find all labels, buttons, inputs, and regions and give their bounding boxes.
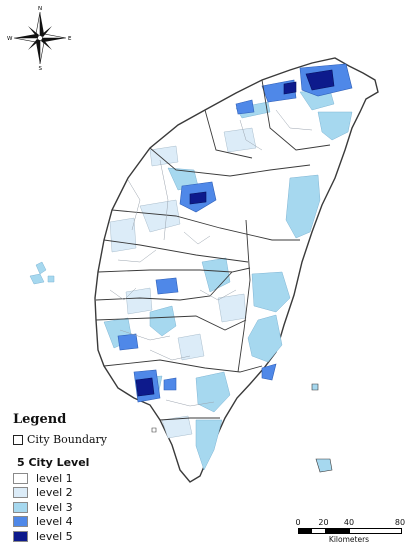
district-line (275, 109, 313, 131)
district-level3 (201, 257, 231, 293)
district-level5 (283, 81, 297, 95)
district-level4 (155, 277, 179, 295)
city-boundary (261, 79, 331, 151)
district-level2 (139, 199, 181, 233)
legend-level-row: level 4 (13, 515, 163, 530)
district-level4 (163, 377, 177, 391)
district-level4 (117, 333, 139, 351)
city-boundary (204, 109, 253, 159)
city-boundary (95, 267, 251, 301)
city-boundary (95, 315, 247, 331)
boundary-label: City Boundary (27, 433, 108, 446)
legend: Legend City Boundary 5 City Level level … (13, 412, 163, 544)
district-line (199, 289, 237, 301)
compass-north-label: N (38, 6, 42, 12)
district-level4 (235, 99, 255, 115)
district-level4 (261, 363, 277, 381)
city-boundary (97, 269, 233, 273)
legend-level-list: level 1 level 2 level 3 level 4 level 5 (13, 471, 163, 544)
legend-boundary-row: City Boundary (13, 433, 163, 446)
city-boundary (237, 219, 251, 373)
level-swatch (13, 487, 28, 499)
district-level2 (109, 217, 137, 253)
level-label: level 1 (36, 471, 73, 485)
district-line (127, 179, 141, 231)
scale-tick-label: 40 (343, 518, 355, 527)
district-level2 (161, 415, 193, 439)
city-boundary (103, 239, 249, 263)
legend-section-title: 5 City Level (17, 456, 90, 469)
district-level2 (149, 145, 179, 167)
city-boundary (159, 417, 220, 421)
small-island (151, 427, 157, 433)
district-line (117, 249, 157, 263)
level-label: level 2 (36, 486, 73, 500)
green-island (311, 383, 319, 391)
legend-level-row: level 3 (13, 500, 163, 515)
district-level3 (247, 314, 283, 363)
city-boundary (111, 209, 300, 241)
scale-ticks: 0 20 40 80 (295, 518, 406, 528)
district-level3 (149, 305, 177, 337)
penghu-islands (29, 273, 45, 285)
scale-bar-graphic (298, 528, 402, 534)
scale-tick-label: 0 (295, 518, 301, 527)
compass-east-label: E (68, 36, 72, 42)
district-line (165, 399, 215, 407)
orchid-island (315, 458, 333, 473)
compass-rose-icon: N S E W (7, 6, 72, 72)
district-line (149, 349, 191, 361)
district-line (183, 231, 211, 245)
district-line (109, 287, 137, 301)
compass-south-label: S (39, 66, 43, 72)
scale-tick-label: 80 (394, 518, 406, 527)
district-level5 (135, 377, 155, 397)
boundary-swatch (13, 434, 23, 445)
district-line (239, 119, 263, 151)
city-boundary (149, 147, 311, 177)
district-level5 (189, 191, 207, 205)
legend-title: Legend (13, 412, 67, 427)
district-level5 (305, 69, 335, 91)
legend-level-row: level 2 (13, 486, 163, 501)
penghu-islands (47, 275, 55, 283)
level-swatch (13, 501, 28, 513)
legend-level-row: level 5 (13, 529, 163, 544)
district-line (159, 159, 169, 241)
city-boundary (103, 359, 263, 373)
district-level3 (195, 419, 223, 471)
compass-west-label: W (7, 36, 13, 42)
district-level2 (177, 333, 205, 361)
scale-tick-label: 20 (318, 518, 329, 527)
level-swatch (13, 472, 28, 484)
level-label: level 5 (36, 529, 73, 543)
district-level3 (195, 371, 231, 413)
level-label: level 3 (36, 500, 73, 514)
district-level2 (125, 287, 153, 315)
scale-bar: 0 20 40 80 Kilometers (295, 518, 406, 548)
district-level3 (317, 111, 353, 141)
district-level2 (217, 293, 247, 323)
district-line (119, 329, 171, 341)
legend-level-row: level 1 (13, 471, 163, 486)
penghu-islands (35, 261, 47, 275)
scale-unit: Kilometers (328, 535, 370, 544)
district-level2 (223, 127, 257, 153)
level-label: level 4 (36, 515, 73, 529)
district-level3 (251, 271, 291, 313)
level-swatch (13, 530, 28, 542)
district-level3 (285, 174, 321, 239)
level-swatch (13, 516, 28, 528)
